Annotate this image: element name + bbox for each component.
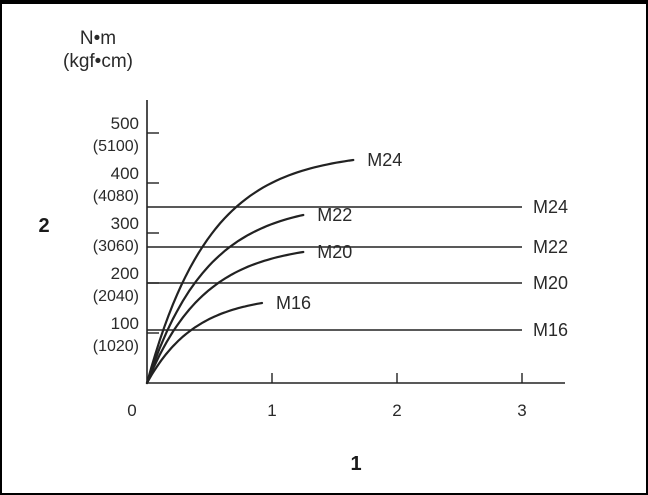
x-tick-label: 3 (517, 401, 526, 420)
ticks: 0 1 2 3 100 (1020) 200 (2040) 300 (3060) 400 (4080)… (93, 114, 527, 420)
y-tick-sublabel: (3060) (93, 238, 139, 255)
curve-m22 (145, 213, 305, 385)
y-tick-sublabel: (4080) (93, 188, 139, 205)
limit-line-label: M16 (533, 320, 568, 340)
x-tick-label: 2 (392, 401, 401, 420)
torque-curves: M24 M22 M20 M16 (145, 150, 402, 385)
y-tick-label: 300 (111, 214, 139, 233)
x-tick-label: 0 (127, 401, 136, 420)
y-tick-label: 500 (111, 114, 139, 133)
y-unit-alt-label: (kgf•cm) (63, 51, 133, 72)
y-tick-sublabel: (1020) (93, 338, 139, 355)
y-unit-label: N•m (80, 28, 116, 49)
limit-line-label: M20 (533, 273, 568, 293)
x-axis-number: 1 (350, 453, 361, 475)
limit-line-label: M24 (533, 197, 568, 217)
curve-m16 (145, 301, 264, 385)
y-tick-label: 400 (111, 164, 139, 183)
curve-label: M16 (276, 293, 311, 313)
y-tick-label: 200 (111, 264, 139, 283)
curve-label: M24 (367, 150, 402, 170)
y-tick-sublabel: (2040) (93, 288, 139, 305)
curve-m24 (145, 158, 355, 385)
y-tick-sublabel: (5100) (93, 138, 139, 155)
x-tick-label: 1 (267, 401, 276, 420)
y-axis-number: 2 (38, 215, 49, 237)
limit-line-label: M22 (533, 237, 568, 257)
limit-lines: M24 M22 M20 M16 (147, 197, 568, 340)
curve-label: M22 (317, 205, 352, 225)
y-tick-label: 100 (111, 314, 139, 333)
axes (146, 100, 565, 384)
curve-label: M20 (317, 242, 352, 262)
curve-m20 (145, 250, 305, 385)
